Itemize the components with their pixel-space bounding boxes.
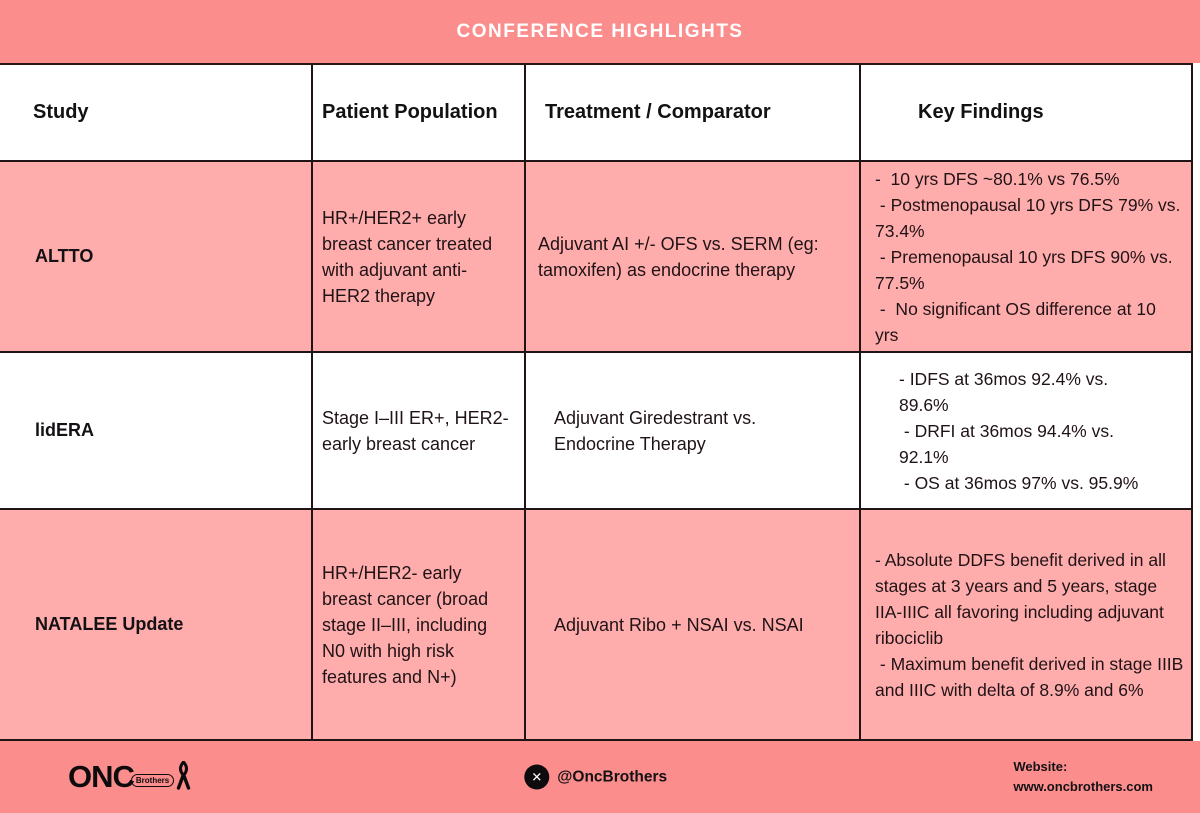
finding-item: - Absolute DDFS benefit derived in all s… <box>875 549 1171 648</box>
finding-item: - Postmenopausal 10 yrs DFS 79% vs. 73.4… <box>875 194 1186 241</box>
treatment-cell: Adjuvant Giredestrant vs. Endocrine Ther… <box>526 353 861 508</box>
treatment-text: Adjuvant Giredestrant vs. Endocrine Ther… <box>554 407 757 454</box>
logo-onc-text: ONC <box>68 759 135 794</box>
treatment-cell: Adjuvant AI +/- OFS vs. SERM (eg: tamoxi… <box>526 162 861 351</box>
footer: ONC Brothers ✕ @OncBrothers Website: www… <box>0 741 1200 813</box>
patient-population-text: HR+/HER2+ early breast cancer treated wi… <box>322 207 493 306</box>
social-handle-group[interactable]: ✕ @OncBrothers <box>524 764 668 790</box>
header-study: Study <box>0 65 313 160</box>
table-row-lidera: lidERA Stage I–III ER+, HER2- early brea… <box>0 353 1193 510</box>
treatment-text: Adjuvant Ribo + NSAI vs. NSAI <box>554 614 804 635</box>
social-handle-text[interactable]: @OncBrothers <box>557 768 668 785</box>
patient-population-cell: HR+/HER2- early breast cancer (broad sta… <box>313 510 526 739</box>
conference-table: Study Patient Population Treatment / Com… <box>0 63 1193 741</box>
study-name: NATALEE Update <box>0 510 313 739</box>
website-url[interactable]: www.oncbrothers.com <box>1013 779 1153 794</box>
key-findings-cell: - 10 yrs DFS ~80.1% vs 76.5% - Postmenop… <box>861 162 1193 351</box>
awareness-ribbon-icon <box>177 761 191 790</box>
table-row-altto: ALTTO HR+/HER2+ early breast cancer trea… <box>0 162 1193 353</box>
study-name: ALTTO <box>0 162 313 351</box>
finding-item: - DRFI at 36mos 94.4% vs. 92.1% <box>899 420 1119 467</box>
banner-title: CONFERENCE HIGHLIGHTS <box>456 20 744 42</box>
treatment-cell: Adjuvant Ribo + NSAI vs. NSAI <box>526 510 861 739</box>
patient-population-cell: Stage I–III ER+, HER2- early breast canc… <box>313 353 526 508</box>
website-block: Website: www.oncbrothers.com <box>1013 757 1153 797</box>
banner: CONFERENCE HIGHLIGHTS <box>0 0 1200 63</box>
table-header-row: Study Patient Population Treatment / Com… <box>0 63 1193 162</box>
x-twitter-icon[interactable]: ✕ <box>524 764 550 790</box>
key-findings-cell: - IDFS at 36mos 92.4% vs. 89.6% - DRFI a… <box>861 353 1193 508</box>
key-findings-cell: - Absolute DDFS benefit derived in all s… <box>861 510 1193 739</box>
website-label: Website: <box>1013 759 1068 774</box>
finding-item: - Maximum benefit derived in stage IIIB … <box>875 653 1189 700</box>
finding-item: - IDFS at 36mos 92.4% vs. 89.6% <box>899 368 1113 415</box>
header-treatment-comparator: Treatment / Comparator <box>526 65 861 160</box>
header-key-findings: Key Findings <box>861 65 1193 160</box>
patient-population-cell: HR+/HER2+ early breast cancer treated wi… <box>313 162 526 351</box>
finding-item: - OS at 36mos 97% vs. 95.9% <box>899 472 1139 493</box>
oncbrothers-logo: ONC Brothers <box>68 759 192 795</box>
finding-item: - Premenopausal 10 yrs DFS 90% vs. 77.5% <box>875 246 1178 293</box>
header-patient-population: Patient Population <box>313 65 526 160</box>
patient-population-text: Stage I–III ER+, HER2- early breast canc… <box>322 407 509 454</box>
logo-brothers-text: Brothers <box>130 773 175 787</box>
study-name: lidERA <box>0 353 313 508</box>
table-row-natalee: NATALEE Update HR+/HER2- early breast ca… <box>0 510 1193 741</box>
treatment-text: Adjuvant AI +/- OFS vs. SERM (eg: tamoxi… <box>538 233 819 280</box>
patient-population-text: HR+/HER2- early breast cancer (broad sta… <box>322 562 489 687</box>
finding-item: - 10 yrs DFS ~80.1% vs 76.5% <box>875 168 1120 189</box>
finding-item: - No significant OS difference at 10 yrs <box>875 298 1161 345</box>
